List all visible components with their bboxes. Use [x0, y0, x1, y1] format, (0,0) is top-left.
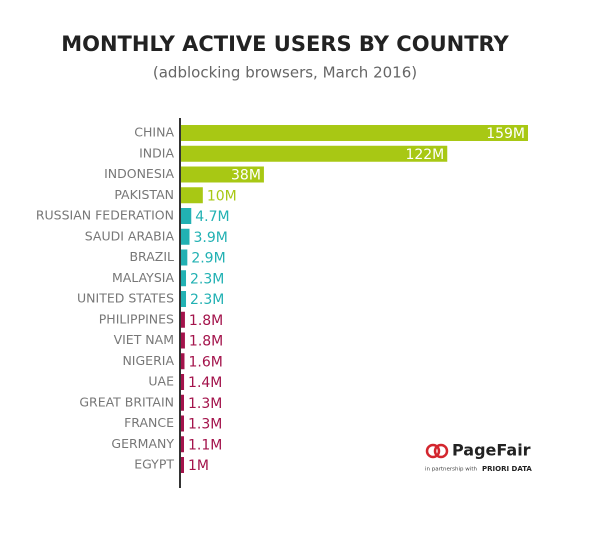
value-label: 1.1M	[188, 437, 222, 453]
logo-name: PageFair	[452, 441, 531, 460]
category-label: RUSSIAN FEDERATION	[36, 208, 174, 223]
bar	[181, 145, 448, 162]
category-label: GREAT BRITAIN	[79, 394, 174, 409]
bar	[181, 249, 188, 266]
category-label: PHILIPPINES	[99, 311, 174, 326]
value-label: 122M	[405, 147, 444, 163]
category-label: EGYPT	[134, 457, 174, 472]
category-label: BRAZIL	[129, 249, 174, 264]
value-label: 38M	[231, 168, 261, 184]
chart-subtitle: (adblocking browsers, March 2016)	[153, 64, 417, 82]
value-label: 1.8M	[189, 334, 223, 350]
value-label: 2.9M	[191, 251, 225, 267]
bar	[181, 208, 192, 224]
bar	[181, 374, 185, 390]
bar	[181, 311, 185, 328]
category-label: MALAYSIA	[112, 270, 174, 285]
logo-icon	[425, 443, 441, 459]
bar	[181, 457, 184, 473]
category-label: PAKISTAN	[114, 187, 174, 202]
value-label: 3.9M	[194, 230, 228, 246]
logo-icon	[433, 443, 449, 459]
category-label: CHINA	[134, 125, 174, 140]
bar	[181, 332, 185, 349]
bar	[181, 125, 528, 141]
category-label: NIGERIA	[122, 353, 174, 368]
category-label: INDONESIA	[104, 166, 174, 181]
category-label: FRANCE	[124, 415, 174, 430]
bar	[181, 187, 203, 204]
partner-note: in partnership with	[425, 467, 477, 473]
value-label: 1.6M	[188, 354, 222, 370]
value-label: 2.3M	[190, 292, 224, 308]
bar	[181, 270, 187, 287]
category-label: GERMANY	[111, 436, 174, 451]
value-label: 1.3M	[188, 417, 222, 433]
partner-name: PRIORI DATA	[482, 465, 532, 473]
value-label: 159M	[486, 126, 525, 142]
value-label: 1.3M	[188, 396, 222, 412]
bar	[181, 415, 184, 432]
logo: PageFair in partnership with PRIORI DATA	[425, 441, 532, 474]
value-label: 1.8M	[189, 313, 223, 329]
category-label: UNITED STATES	[77, 291, 174, 306]
chart-title: MONTHLY ACTIVE USERS BY COUNTRY	[61, 32, 509, 56]
bar	[181, 353, 185, 370]
bar	[181, 436, 184, 453]
value-label: 2.3M	[190, 271, 224, 287]
category-label: UAE	[148, 374, 174, 389]
category-label: VIET NAM	[114, 332, 174, 347]
value-label: 1.4M	[188, 375, 222, 391]
bar	[181, 228, 190, 245]
value-label: 1M	[188, 458, 209, 474]
value-label: 4.7M	[195, 209, 229, 225]
category-label: SAUDI ARABIA	[85, 228, 175, 243]
bar	[181, 166, 264, 183]
bar	[181, 291, 187, 307]
category-label: INDIA	[139, 145, 174, 160]
value-label: 10M	[207, 188, 237, 204]
bar	[181, 394, 184, 411]
